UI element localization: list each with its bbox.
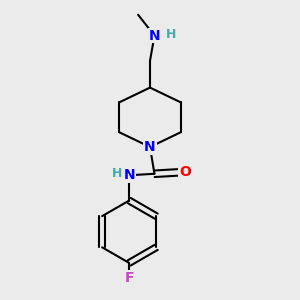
Text: N: N [148,28,160,43]
Text: O: O [179,165,191,179]
Text: N: N [144,140,156,154]
Text: H: H [166,28,176,40]
Text: N: N [123,168,135,182]
Text: H: H [112,167,122,180]
Text: F: F [124,271,134,285]
